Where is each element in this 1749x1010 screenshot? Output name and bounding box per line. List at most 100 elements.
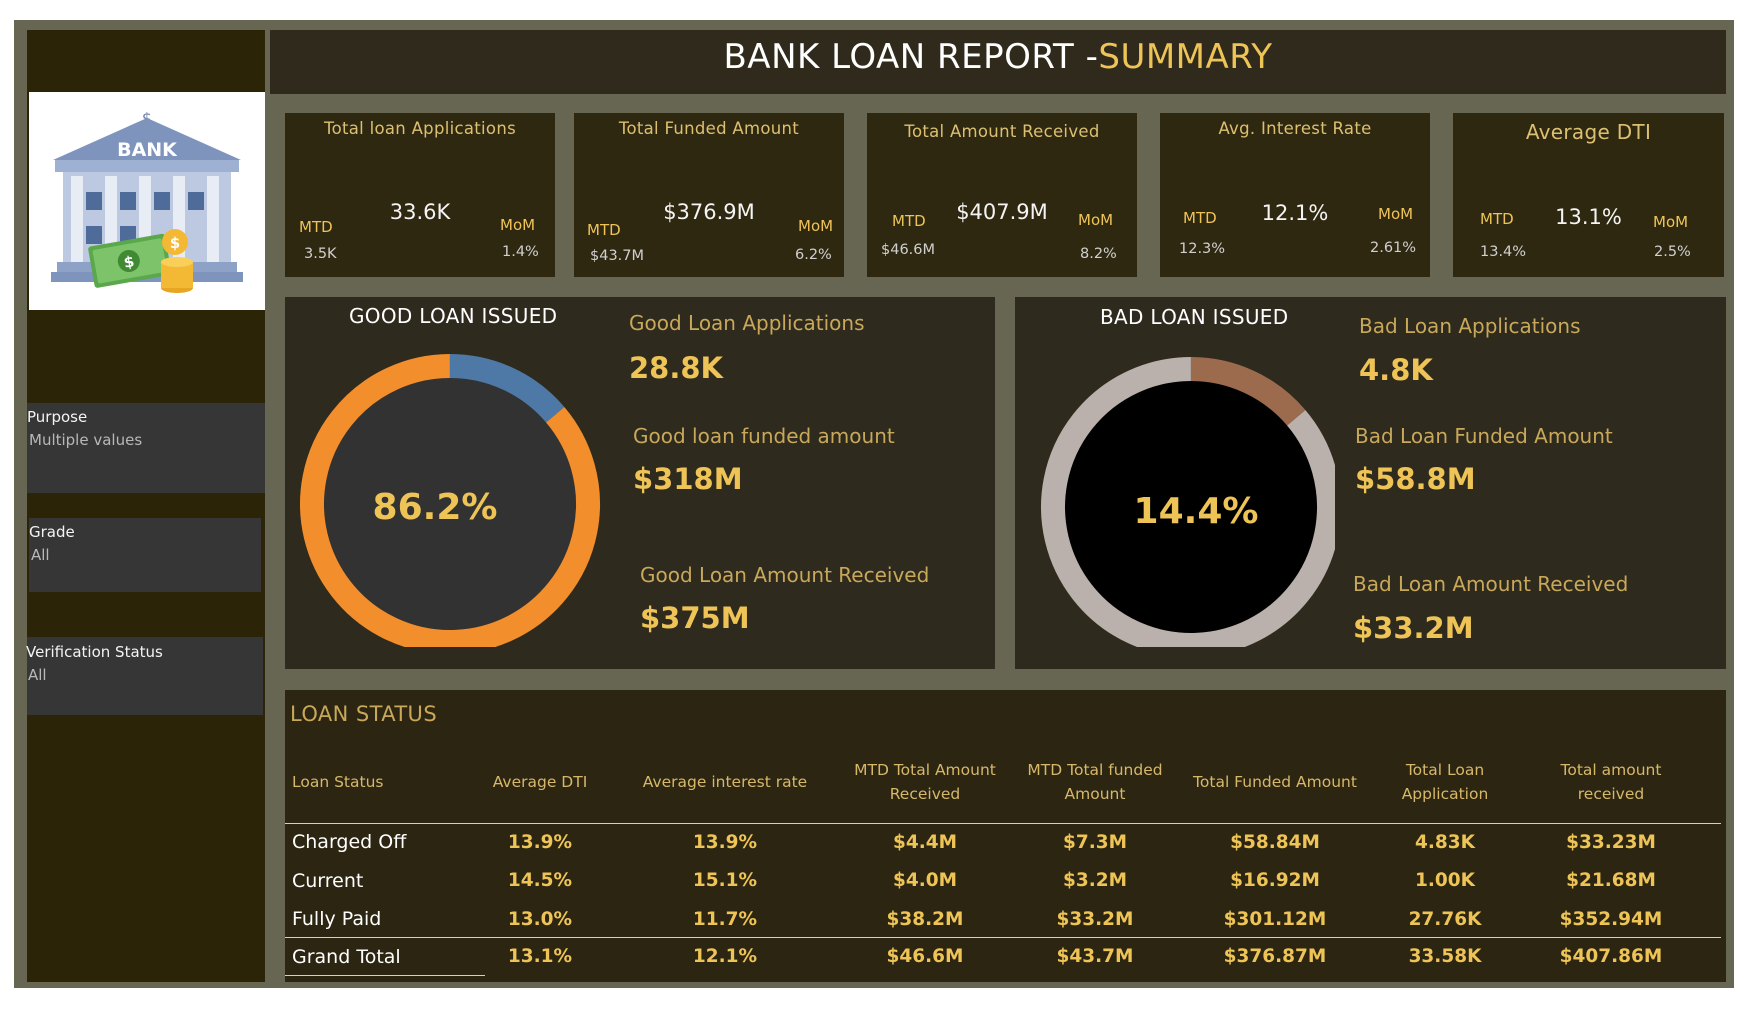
table-cell: $16.92M: [1230, 870, 1320, 891]
good-funded-value: $318M: [633, 462, 743, 496]
bad-applications-value: 4.8K: [1359, 353, 1433, 387]
kpi-mtd-label: MTD: [1183, 209, 1217, 227]
column-header: Loan Status: [292, 773, 384, 791]
good-loan-percent: 86.2%: [373, 487, 498, 528]
table-cell: 13.0%: [507, 909, 573, 930]
bad-loan-donut-other-segment: [1041, 357, 1335, 647]
column-header: Total amount received: [1560, 761, 1662, 803]
column-header: Total Loan Application: [1401, 761, 1489, 803]
table-cell: 15.1%: [692, 870, 758, 891]
kpi-total-applications: Total loan Applications 33.6K MTD 3.5K M…: [285, 113, 555, 277]
table-cell: 11.7%: [692, 909, 758, 930]
table-cell: $301.12M: [1223, 909, 1327, 930]
grand-total-cell: 33.58K: [1408, 946, 1482, 967]
filter-grade-value[interactable]: All: [31, 546, 50, 564]
table-cell: $58.84M: [1230, 832, 1320, 853]
good-loan-panel: GOOD LOAN ISSUED 86.2% Good Loan Applica…: [285, 297, 995, 669]
table-cell: $352.94M: [1559, 909, 1663, 930]
grand-total-cell: $46.6M: [886, 946, 964, 967]
kpi-value: $376.9M: [663, 200, 755, 224]
table-cell: $4.4M: [892, 832, 958, 853]
column-header: Average DTI: [492, 773, 588, 791]
column-header: Total Funded Amount: [1193, 773, 1357, 791]
kpi-mom-value: 2.5%: [1654, 244, 1691, 260]
kpi-mtd-value: $46.6M: [881, 242, 936, 258]
table-cell: $38.2M: [886, 909, 964, 930]
bad-loan-donut-main-segment: [1190, 357, 1306, 426]
table-cell: $7.3M: [1062, 832, 1128, 853]
good-loan-donut-other-segment: [449, 354, 565, 423]
filter-verification-status[interactable]: [27, 637, 263, 715]
bad-received-label: Bad Loan Amount Received: [1353, 572, 1629, 596]
coins-icon: $: [161, 229, 193, 293]
table-cell: $4.0M: [892, 870, 958, 891]
table-cell: 13.9%: [507, 832, 573, 853]
kpi-mtd-label: MTD: [1480, 210, 1514, 228]
table-cell: $21.68M: [1566, 870, 1656, 891]
kpi-mom-label: MoM: [500, 216, 536, 234]
filter-grade-label: Grade: [29, 523, 75, 541]
kpi-mtd-value: $43.7M: [590, 248, 645, 264]
loan-status-panel: LOAN STATUS Loan Status Average DTI Aver…: [285, 690, 1726, 982]
kpi-value: 13.1%: [1555, 205, 1622, 229]
column-header: MTD Total funded Amount: [1027, 761, 1163, 803]
table-cell: 1.00K: [1415, 870, 1475, 891]
good-loan-donut-center: [324, 378, 576, 630]
filter-verification-label: Verification Status: [26, 643, 163, 661]
kpi-mom-value: 2.61%: [1370, 240, 1417, 256]
kpi-average-dti: Average DTI 13.1% MTD 13.4% MoM 2.5%: [1453, 113, 1724, 277]
kpi-total-received: Total Amount Received $407.9M MTD $46.6M…: [867, 113, 1137, 277]
table-row-name: Fully Paid: [292, 908, 382, 930]
good-loan-title: GOOD LOAN ISSUED: [349, 304, 558, 328]
good-received-value: $375M: [640, 601, 750, 635]
bad-funded-value: $58.8M: [1355, 462, 1476, 496]
column-header: Average interest rate: [642, 773, 808, 791]
kpi-title: Total Funded Amount: [618, 119, 800, 138]
table-row-name: Charged Off: [292, 831, 407, 853]
svg-text:$: $: [170, 234, 180, 252]
kpi-value: 12.1%: [1261, 201, 1329, 225]
kpi-mom-label: MoM: [798, 217, 834, 235]
filter-verification-value[interactable]: All: [28, 666, 47, 684]
good-received-label: Good Loan Amount Received: [640, 563, 930, 587]
svg-text:$: $: [122, 252, 135, 272]
table-cell: $33.2M: [1056, 909, 1134, 930]
kpi-title: Total loan Applications: [324, 119, 516, 138]
grand-total-label: Grand Total: [292, 946, 401, 968]
grand-total-cell: $407.86M: [1559, 946, 1663, 967]
bad-loan-percent: 14.4%: [1134, 491, 1259, 532]
loan-status-title: LOAN STATUS: [290, 702, 438, 726]
table-cell: $3.2M: [1062, 870, 1128, 891]
kpi-mom-value: 1.4%: [502, 244, 539, 260]
bad-applications-label: Bad Loan Applications: [1359, 314, 1581, 338]
good-loan-donut: 86.2%: [300, 354, 600, 647]
kpi-value: $407.9M: [956, 200, 1048, 224]
kpi-total-funded: Total Funded Amount $376.9M MTD $43.7M M…: [574, 113, 844, 277]
grand-total-cell: 13.1%: [507, 946, 573, 967]
filter-purpose[interactable]: [27, 403, 265, 493]
good-applications-label: Good Loan Applications: [629, 311, 865, 335]
bank-building-icon: $ BANK $ $: [51, 109, 243, 293]
grand-total-cell: $43.7M: [1056, 946, 1134, 967]
grand-total-cell: 12.1%: [692, 946, 758, 967]
bad-loan-donut: 14.4%: [1041, 357, 1335, 647]
filter-grade[interactable]: [29, 518, 261, 592]
kpi-mom-label: MoM: [1378, 205, 1414, 223]
table-cell: 4.83K: [1415, 832, 1475, 853]
kpi-mom-label: MoM: [1653, 213, 1689, 231]
bad-loan-donut-center: [1065, 381, 1317, 633]
good-applications-value: 28.8K: [629, 351, 724, 385]
total-divider: [285, 937, 1721, 938]
grand-total-cell: $376.87M: [1223, 946, 1327, 967]
kpi-mom-label: MoM: [1078, 211, 1114, 229]
header-divider: [285, 823, 1721, 824]
table-cell: 14.5%: [507, 870, 573, 891]
kpi-title: Total Amount Received: [904, 122, 1100, 141]
kpi-mtd-label: MTD: [892, 212, 926, 230]
kpi-title: Avg. Interest Rate: [1218, 119, 1372, 138]
bad-loan-title: BAD LOAN ISSUED: [1100, 305, 1289, 329]
filter-purpose-value[interactable]: Multiple values: [29, 431, 143, 449]
bad-received-value: $33.2M: [1353, 611, 1474, 645]
bad-funded-label: Bad Loan Funded Amount: [1355, 424, 1613, 448]
filter-purpose-label: Purpose: [27, 408, 88, 426]
